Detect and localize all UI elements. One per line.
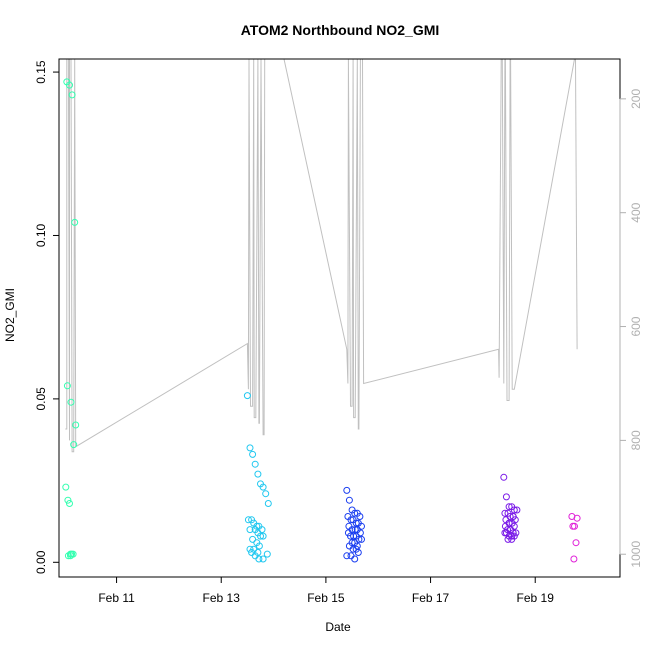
data-point [351, 526, 359, 534]
data-point [264, 500, 272, 507]
data-point [262, 490, 270, 498]
data-point [570, 555, 578, 563]
data-point [513, 506, 521, 514]
right-tick-label: 200 [629, 89, 643, 109]
data-point [510, 506, 518, 514]
data-point [569, 522, 577, 530]
chart-title: ATOM2 Northbound NO2_GMI [241, 22, 440, 38]
altitude-trace-line [65, 58, 578, 453]
data-point [505, 503, 513, 511]
data-point [67, 552, 74, 560]
data-point [343, 486, 351, 494]
y-axis-label: NO2_GMI [3, 288, 17, 342]
x-tick-label: Feb 15 [307, 591, 345, 605]
data-point [68, 91, 76, 99]
data-point [244, 516, 252, 524]
data-point [62, 483, 70, 491]
right-tick-label: 600 [629, 316, 643, 336]
data-point [501, 529, 509, 537]
data-point [500, 473, 508, 481]
data-point [343, 552, 351, 560]
data-point [506, 513, 514, 520]
data-point [68, 550, 76, 558]
data-point [249, 450, 257, 458]
data-point [352, 519, 360, 527]
data-point [66, 81, 73, 89]
data-point [347, 552, 355, 560]
data-point [263, 550, 271, 558]
data-point [251, 460, 259, 468]
data-point [358, 522, 365, 530]
data-point [355, 535, 363, 543]
data-point [71, 218, 79, 226]
data-point [504, 535, 512, 543]
data-points-layer [62, 78, 581, 563]
data-point [253, 522, 261, 530]
altitude-trace-layer [65, 58, 578, 453]
data-point [64, 496, 72, 504]
y-tick-label: 0.05 [34, 387, 48, 411]
data-point [243, 392, 251, 400]
data-point [255, 542, 263, 550]
data-point [66, 500, 73, 507]
right-tick-label: 1000 [629, 541, 643, 568]
data-point [502, 493, 510, 501]
data-point [259, 483, 267, 491]
data-point [249, 535, 257, 543]
y-tick-label: 0.10 [34, 223, 48, 247]
data-point [351, 509, 359, 517]
data-point [257, 532, 264, 540]
data-point [70, 441, 78, 449]
data-point [72, 421, 80, 429]
data-point [259, 532, 267, 540]
data-point [508, 535, 516, 543]
data-point [246, 444, 254, 452]
plot-frame [58, 58, 621, 578]
data-point [354, 549, 362, 556]
data-point [246, 526, 254, 534]
right-tick-label: 800 [629, 430, 643, 450]
y-tick-label: 0.15 [34, 60, 48, 84]
x-axis-label: Date [325, 620, 351, 634]
data-point [573, 514, 581, 522]
data-point [63, 382, 71, 390]
data-point [246, 545, 254, 553]
data-point [356, 513, 364, 520]
data-point [67, 398, 75, 406]
data-point [345, 496, 353, 504]
data-point [254, 470, 262, 478]
x-tick-label: Feb 13 [203, 591, 241, 605]
data-point [349, 545, 357, 553]
x-tick-label: Feb 17 [412, 591, 450, 605]
data-point [505, 519, 513, 527]
data-point [501, 509, 509, 517]
x-tick-label: Feb 11 [98, 591, 135, 605]
data-point [351, 555, 359, 563]
axes-layer: 0.00 0.05 0.10 0.15 Feb 11 Feb 13 Feb 15 Feb 17… [34, 58, 643, 605]
data-point [509, 513, 517, 520]
data-point [255, 555, 263, 563]
data-point [572, 539, 580, 547]
y-tick-label: 0.00 [34, 550, 48, 574]
data-point [259, 555, 267, 563]
x-tick-label: Feb 19 [517, 591, 555, 605]
data-point [350, 532, 358, 540]
right-tick-label: 400 [629, 202, 643, 222]
data-point [347, 516, 355, 524]
data-point [358, 535, 365, 543]
